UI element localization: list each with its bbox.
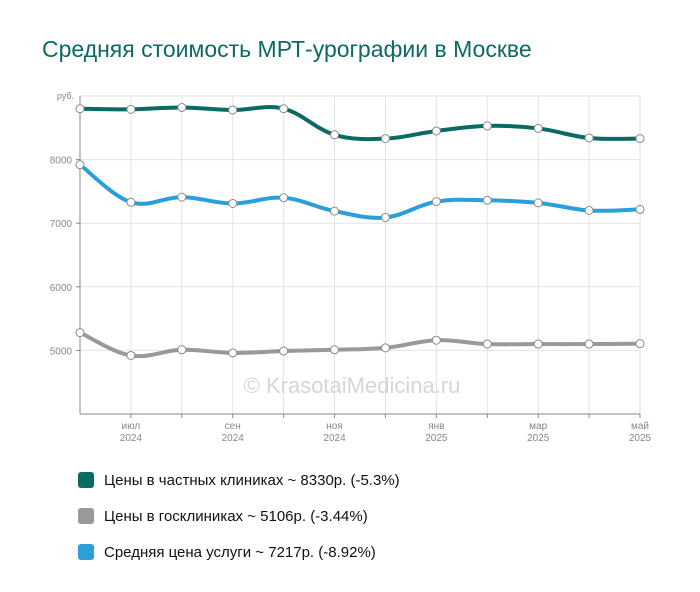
- point-public-9: [533, 339, 543, 349]
- point-private-10: [584, 133, 594, 143]
- point-public-6: [380, 343, 390, 353]
- line-chart: 5000600070008000руб.июл2024сен2024ноя202…: [50, 91, 652, 444]
- point-average-10: [584, 205, 594, 215]
- point-private-11: [635, 134, 645, 144]
- point-private-9: [533, 123, 543, 133]
- legend-label-average: Средняя цена услуги ~ 7217р. (-8.92%): [104, 543, 376, 561]
- legend-item-average[interactable]: Средняя цена услуги ~ 7217р. (-8.92%): [78, 534, 400, 570]
- point-average-1: [126, 197, 136, 207]
- x-tick-year-3: 2024: [222, 433, 245, 444]
- point-average-9: [533, 198, 543, 208]
- point-private-4: [279, 104, 289, 114]
- y-tick-label-5000: 5000: [50, 346, 73, 357]
- legend-swatch-private: [78, 472, 94, 488]
- y-tick-label-8000: 8000: [50, 156, 73, 167]
- point-public-7: [431, 335, 441, 345]
- series-line-private: [78, 105, 642, 142]
- legend-label-public: Цены в госклиниках ~ 5106р. (-3.44%): [104, 507, 368, 525]
- series-line-average: [78, 162, 642, 220]
- point-public-1: [126, 350, 136, 360]
- point-private-2: [177, 102, 187, 112]
- point-average-5: [330, 206, 340, 216]
- point-public-11: [635, 339, 645, 349]
- point-average-3: [228, 198, 238, 208]
- x-tick-label-11: май: [631, 421, 649, 432]
- legend-swatch-public: [78, 508, 94, 524]
- x-tick-label-9: мар: [529, 421, 547, 432]
- x-tick-year-11: 2025: [629, 433, 652, 444]
- x-tick-year-7: 2025: [425, 433, 448, 444]
- point-private-8: [482, 121, 492, 131]
- point-private-3: [228, 105, 238, 115]
- y-tick-label-6000: 6000: [50, 283, 73, 294]
- legend-item-private[interactable]: Цены в частных клиниках ~ 8330р. (-5.3%): [78, 462, 400, 498]
- legend-swatch-average: [78, 544, 94, 560]
- point-public-5: [330, 345, 340, 355]
- point-average-0: [75, 160, 85, 170]
- point-public-10: [584, 339, 594, 349]
- point-public-3: [228, 348, 238, 358]
- watermark: © KrasotaiMedicina.ru: [244, 373, 461, 398]
- legend-item-public[interactable]: Цены в госклиниках ~ 5106р. (-3.44%): [78, 498, 400, 534]
- x-tick-year-5: 2024: [323, 433, 346, 444]
- point-private-1: [126, 104, 136, 114]
- point-public-2: [177, 345, 187, 355]
- point-private-7: [431, 126, 441, 136]
- x-tick-year-9: 2025: [527, 433, 550, 444]
- y-unit-label: руб.: [57, 91, 74, 101]
- point-average-2: [177, 192, 187, 202]
- point-private-5: [330, 130, 340, 140]
- y-tick-label-7000: 7000: [50, 219, 73, 230]
- x-tick-label-3: сен: [225, 421, 241, 432]
- x-tick-year-1: 2024: [120, 433, 143, 444]
- x-tick-label-1: июл: [122, 421, 141, 432]
- legend: Цены в частных клиниках ~ 8330р. (-5.3%)…: [78, 462, 400, 570]
- chart-title: Средняя стоимость МРТ-урографии в Москве: [42, 36, 532, 62]
- point-public-8: [482, 339, 492, 349]
- x-tick-label-5: ноя: [326, 421, 343, 432]
- point-average-6: [380, 212, 390, 222]
- point-public-0: [75, 328, 85, 338]
- point-private-0: [75, 104, 85, 114]
- x-tick-label-7: янв: [428, 421, 444, 432]
- point-average-7: [431, 197, 441, 207]
- point-average-8: [482, 195, 492, 205]
- series-line-public: [78, 330, 642, 359]
- legend-label-private: Цены в частных клиниках ~ 8330р. (-5.3%): [104, 471, 400, 489]
- point-public-4: [279, 346, 289, 356]
- point-private-6: [380, 134, 390, 144]
- point-average-4: [279, 193, 289, 203]
- point-average-11: [635, 204, 645, 214]
